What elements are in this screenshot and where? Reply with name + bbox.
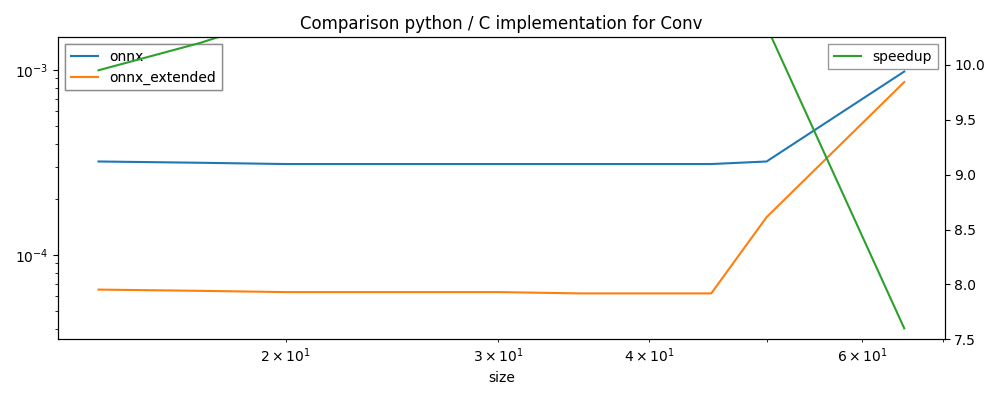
Legend: speedup: speedup: [828, 44, 938, 69]
Line: speedup: speedup: [99, 4, 904, 328]
onnx: [492, 162, 504, 166]
onnx: [280, 162, 292, 166]
onnx_extended: [898, 80, 910, 84]
speedup: [280, 13, 292, 18]
onnx_extended: [492, 290, 504, 294]
onnx: [93, 159, 105, 164]
onnx: [705, 162, 717, 166]
onnx_extended: [280, 290, 292, 294]
onnx: [761, 159, 773, 164]
Title: Comparison python / C implementation for Conv: Comparison python / C implementation for…: [300, 15, 703, 33]
Line: onnx: onnx: [99, 72, 904, 164]
onnx_extended: [93, 287, 105, 292]
onnx_extended: [761, 215, 773, 220]
onnx_extended: [705, 291, 717, 296]
speedup: [898, 326, 910, 331]
speedup: [492, 2, 504, 7]
speedup: [397, 2, 409, 7]
onnx: [573, 162, 585, 166]
Line: onnx_extended: onnx_extended: [99, 82, 904, 293]
X-axis label: size: size: [488, 371, 515, 385]
speedup: [573, 8, 585, 12]
speedup: [705, 24, 717, 29]
speedup: [194, 40, 206, 45]
onnx: [397, 162, 409, 166]
onnx: [898, 69, 910, 74]
speedup: [93, 68, 105, 73]
onnx_extended: [397, 290, 409, 294]
onnx_extended: [194, 288, 206, 293]
onnx: [194, 160, 206, 165]
Legend: onnx, onnx_extended: onnx, onnx_extended: [65, 44, 222, 90]
onnx_extended: [573, 291, 585, 296]
speedup: [761, 24, 773, 29]
